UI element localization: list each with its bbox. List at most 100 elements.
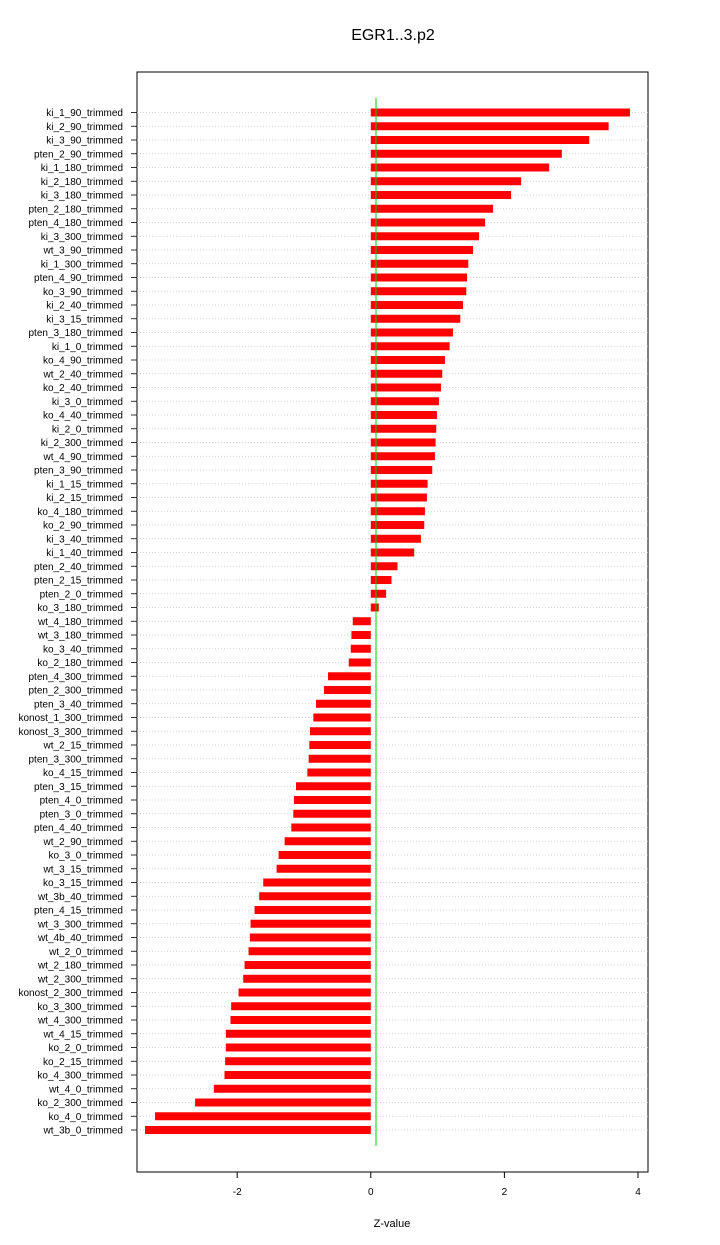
bar-pten_2_40_trimmed — [370, 562, 398, 571]
bar-ki_3_90_trimmed — [370, 136, 590, 144]
bar-ki_2_90_trimmed — [370, 122, 609, 131]
bar-ki_2_15_trimmed — [370, 493, 427, 502]
category-label: ko_2_15_trimmed — [43, 1057, 123, 1068]
bar-ko_3_90_trimmed — [370, 287, 467, 296]
bar-konost_1_300_trimmed — [313, 713, 371, 722]
category-label: ki_3_15_trimmed — [46, 314, 123, 325]
category-label: pten_3_90_trimmed — [34, 466, 123, 477]
bar-wt_2_15_trimmed — [309, 741, 371, 749]
bar-ki_3_15_trimmed — [370, 314, 461, 323]
category-label: wt_2_0_trimmed — [48, 947, 123, 958]
category-label: konost_1_300_trimmed — [18, 713, 123, 724]
category-label: ki_3_90_trimmed — [46, 136, 123, 147]
bar-wt_4_90_trimmed — [370, 452, 435, 461]
category-label: wt_2_180_trimmed — [37, 961, 123, 972]
bar-pten_4_90_trimmed — [370, 273, 467, 282]
bar-ko_3_15_trimmed — [263, 878, 371, 887]
bar-wt_4_180_trimmed — [352, 617, 371, 626]
bar-pten_4_300_trimmed — [328, 672, 371, 681]
bar-wt_2_180_trimmed — [244, 961, 371, 969]
category-label: ki_1_40_trimmed — [46, 548, 123, 559]
bar-ki_1_0_trimmed — [370, 342, 450, 351]
bar-ko_2_15_trimmed — [225, 1057, 371, 1066]
category-label: ki_1_15_trimmed — [46, 479, 123, 490]
category-label: ko_4_180_trimmed — [37, 507, 123, 518]
bar-konost_2_300_trimmed — [238, 988, 371, 997]
bar-wt_3b_0_trimmed — [145, 1126, 371, 1134]
category-label: konost_2_300_trimmed — [18, 988, 123, 999]
bar-ki_2_40_trimmed — [370, 301, 463, 309]
chart-title: EGR1..3.p2 — [351, 27, 435, 44]
bar-wt_3_90_trimmed — [370, 246, 473, 254]
category-label: pten_3_180_trimmed — [28, 328, 123, 339]
bar-wt_4_300_trimmed — [230, 1016, 371, 1024]
category-label: ko_2_90_trimmed — [43, 521, 123, 532]
bar-ko_2_0_trimmed — [225, 1043, 371, 1052]
bar-pten_2_90_trimmed — [370, 149, 562, 158]
bar-ko_2_40_trimmed — [370, 383, 441, 392]
bar-ki_1_300_trimmed — [370, 259, 469, 268]
category-label: konost_3_300_trimmed — [18, 727, 123, 738]
category-label: pten_3_300_trimmed — [28, 754, 123, 765]
category-label: pten_4_300_trimmed — [28, 672, 123, 683]
bar-wt_2_300_trimmed — [243, 974, 371, 983]
category-label: pten_2_300_trimmed — [28, 686, 123, 697]
category-label: wt_2_300_trimmed — [37, 974, 123, 985]
category-label: ko_3_180_trimmed — [37, 603, 123, 614]
bar-wt_3b_40_trimmed — [259, 892, 371, 901]
category-label: pten_4_90_trimmed — [34, 273, 123, 284]
bar-pten_2_0_trimmed — [370, 589, 387, 598]
category-label: ki_2_0_trimmed — [52, 424, 123, 435]
bar-ko_4_300_trimmed — [224, 1071, 371, 1079]
category-label: ki_3_180_trimmed — [41, 191, 123, 202]
category-label: ko_2_300_trimmed — [37, 1098, 123, 1109]
bar-ki_1_180_trimmed — [370, 163, 550, 172]
bar-wt_3_300_trimmed — [250, 919, 371, 928]
x-axis: -2 0 2 4 — [233, 1172, 641, 1198]
bar-ko_2_90_trimmed — [370, 521, 425, 529]
bar-pten_3_300_trimmed — [308, 754, 371, 763]
bar-wt_4b_40_trimmed — [249, 933, 371, 942]
category-label: pten_2_0_trimmed — [40, 589, 123, 600]
category-label: ko_3_0_trimmed — [49, 851, 123, 862]
category-label: ko_3_90_trimmed — [43, 287, 123, 298]
x-tick-label: -2 — [233, 1187, 242, 1198]
bar-pten_3_180_trimmed — [370, 328, 453, 337]
bar-ki_3_40_trimmed — [370, 534, 421, 543]
category-label: ko_2_0_trimmed — [49, 1043, 123, 1054]
category-label: ko_3_40_trimmed — [43, 644, 123, 655]
bar-ko_4_90_trimmed — [370, 356, 445, 364]
bar-pten_2_15_trimmed — [370, 576, 392, 584]
bar-ki_3_0_trimmed — [370, 397, 439, 406]
bar-ko_4_15_trimmed — [307, 768, 371, 777]
bar-ki_2_180_trimmed — [370, 177, 522, 186]
bar-wt_4_15_trimmed — [225, 1029, 371, 1038]
bar-wt_2_90_trimmed — [284, 837, 371, 846]
category-label: pten_4_40_trimmed — [34, 823, 123, 834]
bar-wt_4_0_trimmed — [213, 1084, 371, 1093]
bar-ki_1_90_trimmed — [370, 108, 630, 117]
category-label: ki_2_300_trimmed — [41, 438, 123, 449]
category-label: pten_4_15_trimmed — [34, 906, 123, 917]
bar-ko_4_40_trimmed — [370, 411, 437, 419]
category-label: wt_3_300_trimmed — [37, 919, 123, 930]
bar-pten_3_90_trimmed — [370, 466, 433, 474]
category-label: pten_4_0_trimmed — [40, 796, 123, 807]
category-label: pten_3_40_trimmed — [34, 699, 123, 710]
x-tick-label: 4 — [635, 1187, 641, 1198]
category-label: wt_4b_40_trimmed — [37, 933, 123, 944]
category-label: ki_1_180_trimmed — [41, 163, 123, 174]
category-label: ko_4_0_trimmed — [49, 1112, 123, 1123]
x-tick-label: 2 — [502, 1187, 508, 1198]
bar-ki_1_40_trimmed — [370, 548, 415, 557]
category-label: wt_4_300_trimmed — [37, 1016, 123, 1027]
category-label: wt_3_180_trimmed — [37, 631, 123, 642]
category-label: ki_1_0_trimmed — [52, 342, 123, 353]
category-label: wt_4_15_trimmed — [43, 1029, 123, 1040]
bar-wt_3_15_trimmed — [276, 864, 371, 873]
bar-ki_2_0_trimmed — [370, 424, 437, 433]
bar-ki_3_180_trimmed — [370, 191, 512, 199]
category-label: ko_3_300_trimmed — [37, 1002, 123, 1013]
category-label: ki_1_90_trimmed — [46, 108, 123, 119]
category-label: pten_2_15_trimmed — [34, 576, 123, 587]
